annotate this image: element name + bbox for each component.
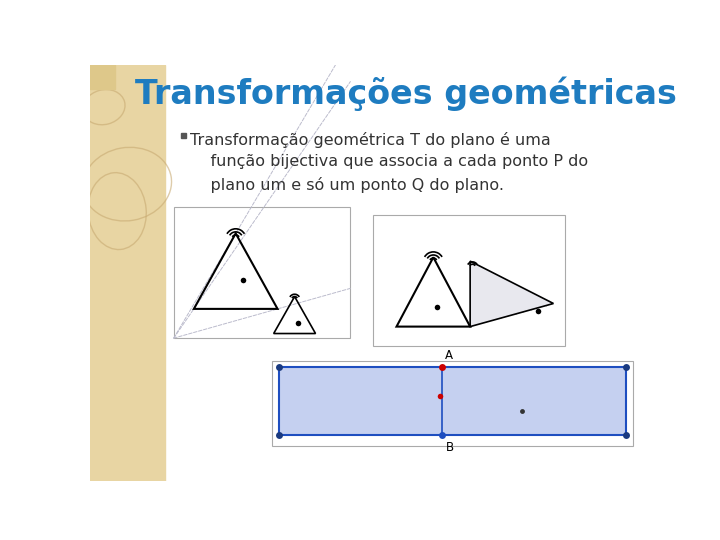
Bar xyxy=(90,65,114,90)
Bar xyxy=(272,361,632,446)
Text: A: A xyxy=(446,349,454,362)
Bar xyxy=(181,132,186,138)
Text: Transformações geométricas: Transformações geométricas xyxy=(135,77,677,111)
Bar xyxy=(90,65,165,481)
Bar xyxy=(373,215,565,346)
Text: Transformação geométrica T do plano é uma
    função bijectiva que associa a cad: Transformação geométrica T do plano é um… xyxy=(190,132,588,193)
Bar xyxy=(279,367,626,435)
Bar xyxy=(174,207,351,338)
Polygon shape xyxy=(470,261,554,327)
Text: B: B xyxy=(446,441,454,454)
